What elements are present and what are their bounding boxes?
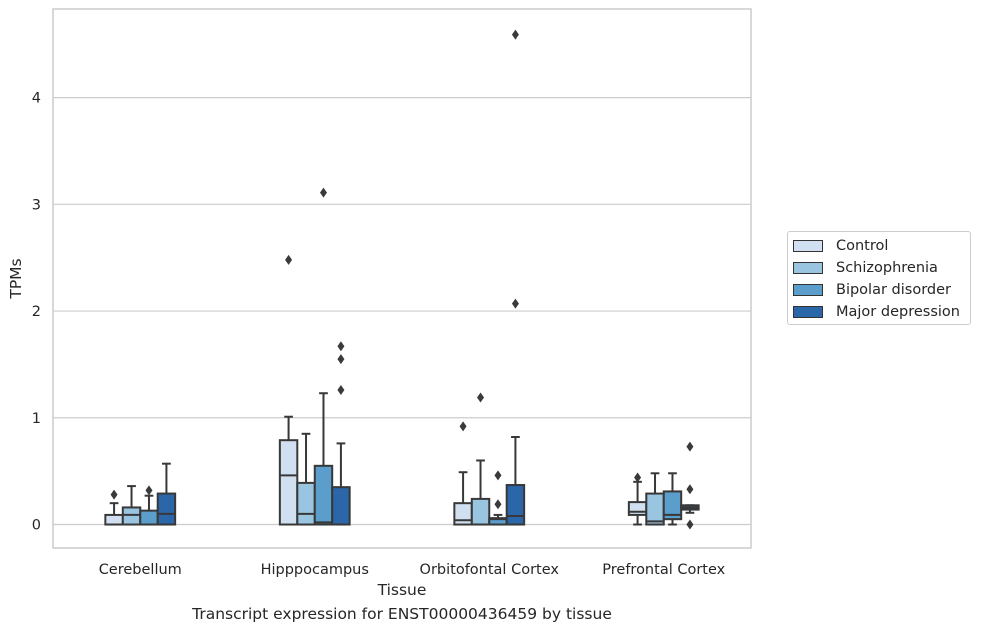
outlier-point [494, 499, 502, 510]
outlier-point [686, 484, 694, 495]
box [121, 506, 142, 526]
y-tick-label: 0 [32, 518, 41, 534]
box [505, 484, 526, 526]
box [156, 492, 177, 526]
outlier-point [634, 472, 642, 483]
y-axis-label: TPMs [7, 258, 25, 299]
box [470, 497, 491, 526]
box [278, 439, 299, 526]
x-tick-label: Orbitofontal Cortex [420, 562, 560, 578]
outlier-point [494, 470, 502, 481]
legend-item-control: Control [793, 236, 888, 256]
legend-label-control: Control [836, 238, 889, 254]
outlier-point [337, 385, 345, 396]
box [645, 492, 665, 526]
box [453, 502, 473, 526]
legend-swatch-control [793, 240, 823, 252]
outlier-point [686, 519, 694, 530]
y-tick-label: 2 [32, 304, 41, 320]
outlier-point [477, 392, 485, 403]
legend-swatch-major-depression [793, 306, 823, 318]
outlier-point [337, 341, 345, 352]
legend-label-bipolar: Bipolar disorder [836, 282, 951, 298]
box [313, 464, 334, 526]
x-tick-label: Prefrontal Cortex [602, 562, 725, 578]
x-tick-label: Hipppocampus [261, 562, 369, 578]
outlier-point [511, 29, 519, 40]
outlier-point [459, 421, 467, 432]
chart-caption: Transcript expression for ENST0000043645… [192, 605, 612, 623]
outlier-point [686, 441, 694, 452]
box [139, 509, 159, 526]
legend-item-major-depression: Major depression [793, 302, 960, 322]
legend-item-bipolar: Bipolar disorder [793, 280, 951, 300]
box [331, 486, 351, 526]
box [104, 513, 124, 526]
outlier-point [285, 254, 293, 265]
plot-frame [52, 8, 752, 549]
legend-label-schizophrenia: Schizophrenia [836, 260, 938, 276]
outlier-point [511, 298, 519, 309]
x-tick-label: Cerebellum [99, 562, 182, 578]
box [627, 501, 648, 516]
legend: Control Schizophrenia Bipolar disorder M… [787, 231, 971, 325]
y-tick-label: 1 [32, 411, 41, 427]
legend-swatch-bipolar [793, 284, 823, 296]
y-tick-label: 3 [32, 197, 41, 213]
outlier-point [110, 489, 118, 500]
legend-item-schizophrenia: Schizophrenia [793, 258, 938, 278]
outlier-point [337, 354, 345, 365]
legend-swatch-schizophrenia [793, 262, 823, 274]
y-tick-label: 4 [32, 91, 41, 107]
outlier-point [145, 485, 153, 496]
outlier-point [319, 187, 327, 198]
x-axis-label: Tissue [377, 581, 427, 599]
legend-label-major-depression: Major depression [836, 304, 960, 320]
box [296, 481, 316, 526]
